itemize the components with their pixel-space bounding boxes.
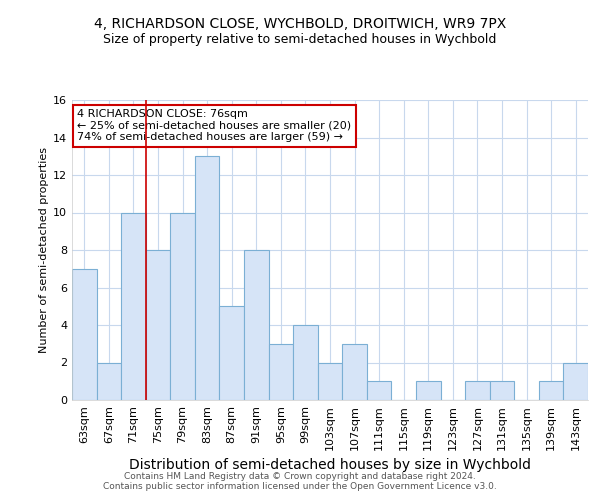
Bar [269,344,293,400]
Bar [72,269,97,400]
Bar [367,381,391,400]
Bar [563,362,588,400]
Bar [220,306,244,400]
Bar [97,362,121,400]
Bar [293,325,318,400]
Text: 4, RICHARDSON CLOSE, WYCHBOLD, DROITWICH, WR9 7PX: 4, RICHARDSON CLOSE, WYCHBOLD, DROITWICH… [94,18,506,32]
Bar [318,362,342,400]
Bar [342,344,367,400]
Bar [465,381,490,400]
Bar [244,250,269,400]
Bar [416,381,440,400]
Bar [195,156,220,400]
Text: Contains HM Land Registry data © Crown copyright and database right 2024.: Contains HM Land Registry data © Crown c… [124,472,476,481]
Bar [170,212,195,400]
Bar [490,381,514,400]
X-axis label: Distribution of semi-detached houses by size in Wychbold: Distribution of semi-detached houses by … [129,458,531,472]
Text: 4 RICHARDSON CLOSE: 76sqm
← 25% of semi-detached houses are smaller (20)
74% of : 4 RICHARDSON CLOSE: 76sqm ← 25% of semi-… [77,109,351,142]
Bar [146,250,170,400]
Y-axis label: Number of semi-detached properties: Number of semi-detached properties [39,147,49,353]
Bar [539,381,563,400]
Bar [121,212,146,400]
Text: Size of property relative to semi-detached houses in Wychbold: Size of property relative to semi-detach… [103,32,497,46]
Text: Contains public sector information licensed under the Open Government Licence v3: Contains public sector information licen… [103,482,497,491]
